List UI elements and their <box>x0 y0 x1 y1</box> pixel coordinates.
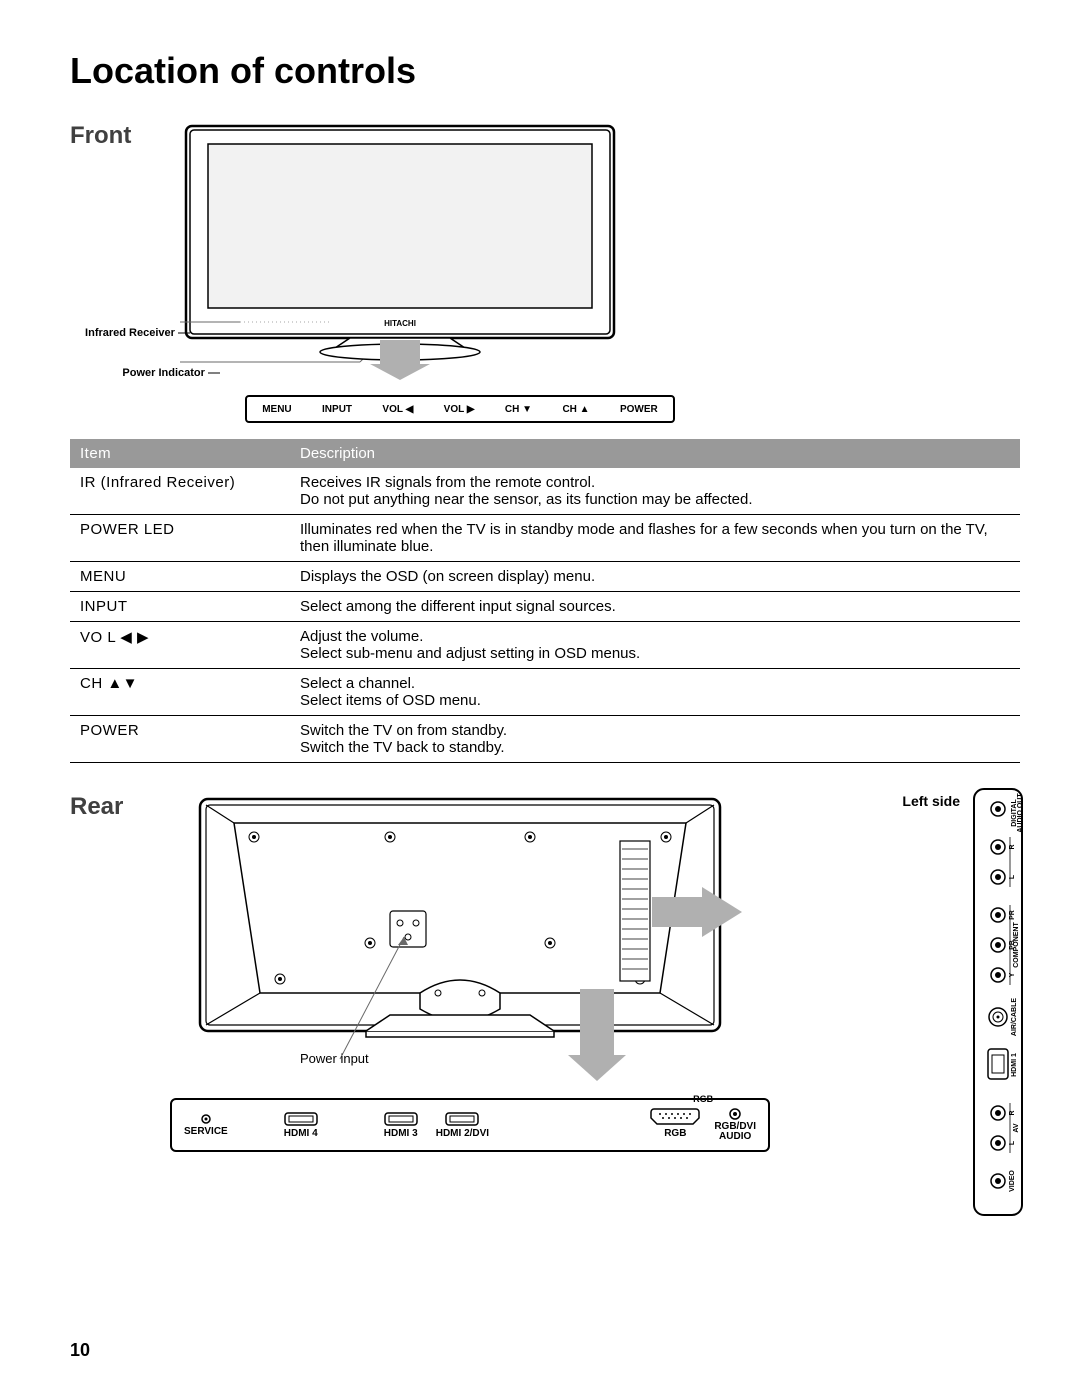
cell-description: Displays the OSD (on screen display) men… <box>290 562 1020 592</box>
btn-menu: MENU <box>262 404 291 415</box>
port-rgb: RGB <box>650 1108 700 1139</box>
front-button-strip: MENU INPUT VOL ◀ VOL ▶ CH ▼ CH ▲ POWER <box>245 395 675 423</box>
table-row: POWERSwitch the TV on from standby. Swit… <box>70 716 1020 763</box>
cell-description: Select among the different input signal … <box>290 592 1020 622</box>
cell-description: Switch the TV on from standby. Switch th… <box>290 716 1020 763</box>
port-hdmi3: HDMI 3 <box>384 1112 418 1139</box>
rear-heading: Rear <box>70 793 190 821</box>
svg-text:AIR/CABLE: AIR/CABLE <box>1011 998 1018 1036</box>
cell-description: Receives IR signals from the remote cont… <box>290 468 1020 515</box>
power-input-label: Power input <box>300 1051 369 1066</box>
svg-text:COMPONENT: COMPONENT <box>1013 922 1020 968</box>
front-heading: Front <box>70 122 160 150</box>
table-row: MENUDisplays the OSD (on screen display)… <box>70 562 1020 592</box>
svg-text:VIDEO: VIDEO <box>1009 1170 1016 1192</box>
svg-text:AV: AV <box>1013 1123 1020 1133</box>
btn-ch-down: CH ▼ <box>505 404 532 415</box>
port-service: SERVICE <box>184 1114 228 1137</box>
btn-ch-up: CH ▲ <box>562 404 589 415</box>
rear-section: Left side Rear <box>70 793 1020 1152</box>
cell-description: Adjust the volume. Select sub-menu and a… <box>290 622 1020 669</box>
cell-item: IR (Infrared Receiver) <box>70 468 290 515</box>
cell-item: POWER <box>70 716 290 763</box>
tv-front-diagram: Infrared Receiver Power Indicator H <box>180 122 740 423</box>
cell-description: Illuminates red when the TV is in standb… <box>290 515 1020 562</box>
table-row: IR (Infrared Receiver)Receives IR signal… <box>70 468 1020 515</box>
svg-text:HITACHI: HITACHI <box>384 319 416 328</box>
th-description: Description <box>290 439 1020 468</box>
cell-item: CH ▲▼ <box>70 669 290 716</box>
cell-item: POWER LED <box>70 515 290 562</box>
btn-vol-down: VOL ◀ <box>382 404 413 415</box>
btn-power: POWER <box>620 404 658 415</box>
table-row: CH ▲▼Select a channel. Select items of O… <box>70 669 1020 716</box>
table-row: POWER LEDIlluminates red when the TV is … <box>70 515 1020 562</box>
cell-description: Select a channel. Select items of OSD me… <box>290 669 1020 716</box>
port-rgb-dvi-audio: RGB/DVI AUDIO <box>714 1108 756 1142</box>
cell-item: VO L ◀ ▶ <box>70 622 290 669</box>
svg-text:AUDIO OUT: AUDIO OUT <box>1017 793 1024 833</box>
table-row: INPUTSelect among the different input si… <box>70 592 1020 622</box>
controls-table: Item Description IR (Infrared Receiver)R… <box>70 439 1020 763</box>
power-indicator-label: Power Indicator <box>90 367 220 379</box>
tv-rear-diagram: Power input <box>190 793 750 1088</box>
side-ports-panel: DIGITAL AUDIO OUT COAXIAL R L PR PB Y CO… <box>970 787 1026 1222</box>
port-hdmi4: HDMI 4 <box>284 1112 318 1139</box>
cell-item: INPUT <box>70 592 290 622</box>
left-side-label: Left side <box>902 793 960 809</box>
btn-input: INPUT <box>322 404 352 415</box>
ir-receiver-label: Infrared Receiver <box>60 327 190 339</box>
page-title: Location of controls <box>70 50 1020 92</box>
table-row: VO L ◀ ▶Adjust the volume. Select sub-me… <box>70 622 1020 669</box>
svg-text:HDMI 1: HDMI 1 <box>1011 1053 1018 1077</box>
front-section: Front Infrared Receiver Power Indicator <box>70 122 1020 423</box>
tv-front-svg: HITACHI <box>180 122 620 382</box>
port-rgb-group: RGB RGB RGB/DVI AUDIO <box>650 1108 756 1142</box>
th-item: Item <box>70 439 290 468</box>
page-number: 10 <box>70 1340 90 1361</box>
cell-item: MENU <box>70 562 290 592</box>
tv-rear-svg <box>190 793 750 1083</box>
port-hdmi2: HDMI 2/DVI <box>436 1112 489 1139</box>
btn-vol-up: VOL ▶ <box>444 404 475 415</box>
bottom-ports-strip: SERVICE HDMI 4 HDMI 3 HDMI 2/DVI RGB <box>170 1098 770 1152</box>
